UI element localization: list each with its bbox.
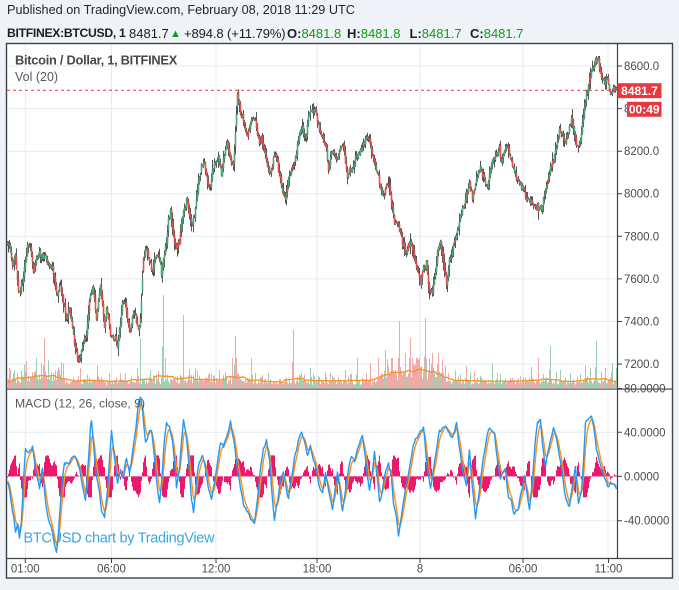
svg-text:-40.0000: -40.0000 <box>624 516 669 528</box>
svg-text:06:00: 06:00 <box>97 564 126 576</box>
svg-text:18:00: 18:00 <box>303 564 332 576</box>
svg-text:7400.0: 7400.0 <box>624 317 659 329</box>
svg-text:12:00: 12:00 <box>202 564 231 576</box>
svg-text:Vol (20): Vol (20) <box>15 70 58 84</box>
svg-text:8000.0: 8000.0 <box>624 189 659 201</box>
svg-text:BTCUSD chart by TradingView: BTCUSD chart by TradingView <box>24 531 216 547</box>
svg-text:11:00: 11:00 <box>595 564 623 576</box>
svg-text:8600.0: 8600.0 <box>624 61 659 73</box>
svg-text:7800.0: 7800.0 <box>624 231 659 243</box>
svg-text:8: 8 <box>417 564 423 576</box>
svg-text:7200.0: 7200.0 <box>624 359 659 371</box>
svg-text:MACD (12, 26, close, 9): MACD (12, 26, close, 9) <box>15 397 145 411</box>
svg-text:8481.7: 8481.7 <box>621 84 658 98</box>
svg-text:8200.0: 8200.0 <box>624 146 659 158</box>
svg-text:06:00: 06:00 <box>509 564 538 576</box>
svg-text:00:49: 00:49 <box>629 103 660 117</box>
svg-text:7600.0: 7600.0 <box>624 274 659 286</box>
svg-text:40.0000: 40.0000 <box>624 427 666 439</box>
svg-text:01:00: 01:00 <box>11 564 40 576</box>
svg-text:0.0000: 0.0000 <box>624 471 659 483</box>
svg-text:Bitcoin / Dollar, 1, BITFINEX: Bitcoin / Dollar, 1, BITFINEX <box>15 53 178 68</box>
svg-text:80.0000: 80.0000 <box>624 384 666 396</box>
